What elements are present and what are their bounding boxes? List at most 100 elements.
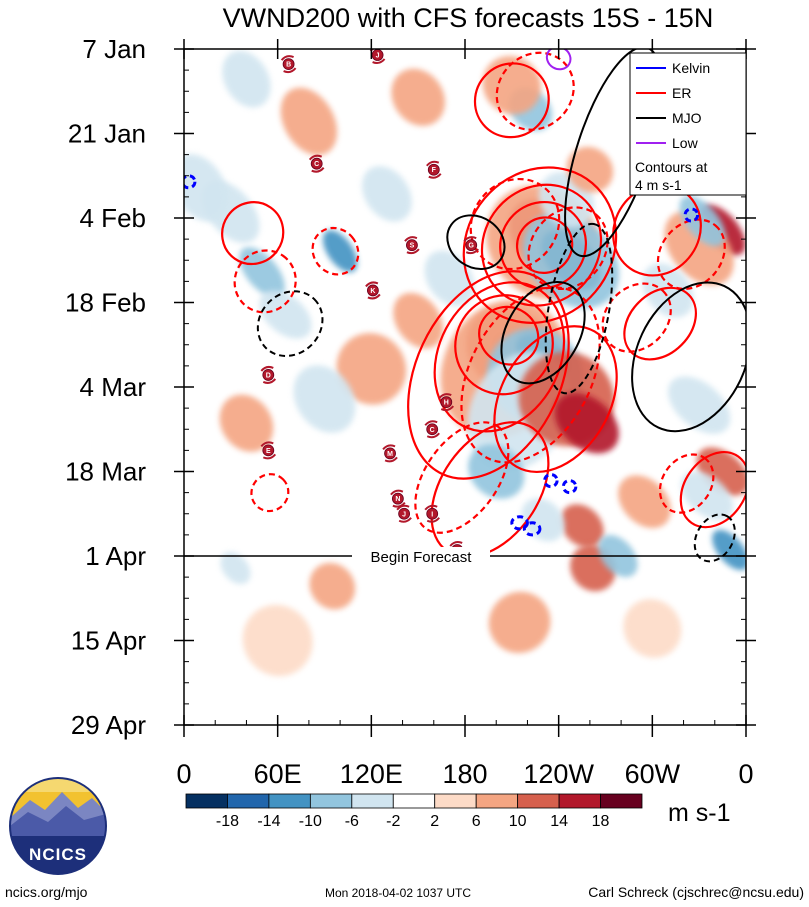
storm-label: I	[431, 511, 433, 518]
er-contour	[221, 201, 285, 266]
legend-note-line2: 4 m s-1	[635, 177, 682, 193]
y-tick-label: 29 Apr	[71, 710, 147, 740]
kelvin-contour	[510, 515, 529, 531]
mjo-contour	[256, 290, 324, 357]
colorbar-swatch	[475, 793, 519, 809]
storm-label: M	[387, 451, 393, 458]
y-tick-label: 4 Feb	[80, 203, 147, 233]
colorbar-label: 6	[472, 813, 481, 830]
x-tick-label: 120W	[523, 759, 594, 789]
anomaly-blob	[418, 609, 481, 672]
er-contour	[623, 286, 698, 361]
storm-dot	[426, 423, 439, 436]
anomaly-blob	[219, 394, 274, 452]
storm-dot	[427, 163, 440, 176]
x-tick-label: 0	[176, 759, 191, 789]
kelvin-contour	[522, 521, 542, 537]
colorbar-swatch	[351, 793, 394, 809]
anomaly-blob	[336, 333, 407, 405]
colorbar-swatch	[517, 793, 560, 809]
storm-dot	[366, 284, 379, 297]
mjo-contour	[693, 513, 736, 563]
colorbar: -18 -14 -10 -6 -2 2 6 10 14 18	[185, 793, 643, 830]
ncics-logo: NCICS	[9, 777, 107, 875]
storm-arm	[390, 489, 404, 496]
anomaly-blob	[521, 498, 565, 542]
storm-dot	[384, 447, 396, 460]
storm-arm	[426, 432, 440, 439]
x-tick-label: 120E	[340, 759, 403, 789]
storm-arm	[396, 504, 410, 511]
storm-label: N	[395, 496, 400, 503]
er-contour	[414, 421, 510, 534]
storm-arm	[424, 420, 438, 426]
anomaly-blob	[488, 591, 551, 654]
storm-dot	[398, 507, 411, 520]
colorbar-label: -6	[345, 813, 359, 830]
storm-marker: E	[260, 441, 277, 460]
storm-marker: H	[438, 393, 455, 412]
legend-label: Low	[672, 135, 699, 151]
anomaly-blob	[618, 475, 671, 529]
forecast-label: Begin Forecast	[371, 549, 473, 566]
storm-dot	[426, 507, 439, 520]
anomaly-blob	[309, 562, 356, 610]
storm-dot	[391, 492, 404, 505]
storm-arm	[260, 441, 274, 448]
er-contour	[250, 473, 290, 513]
storm-label: C	[314, 161, 319, 168]
y-tick-label: 21 Jan	[68, 119, 146, 149]
colorbar-label: -14	[257, 813, 280, 830]
er-contour	[679, 451, 746, 529]
er-contour	[493, 325, 618, 474]
storm-arm	[262, 378, 277, 384]
storm-arm	[428, 173, 442, 179]
storm-arm	[382, 444, 396, 451]
storm-arm	[465, 248, 480, 255]
storm-label: C	[430, 427, 435, 434]
colorbar-label: 10	[509, 813, 527, 830]
storm-arm	[398, 517, 412, 523]
anomaly-blob	[468, 444, 525, 499]
storm-marker: F	[426, 160, 442, 179]
storm-arm	[365, 281, 379, 288]
colorbar-swatch	[185, 793, 228, 809]
storm-arm	[424, 504, 438, 511]
storm-markers: BJCFGSKDHCEMNJII	[260, 49, 480, 559]
storm-arm	[384, 456, 398, 463]
colorbar-swatch	[309, 793, 353, 809]
storm-dot	[262, 369, 275, 381]
axes: 7 Jan 21 Jan 4 Feb 18 Feb 4 Mar 18 Mar 1 Apr 15…	[65, 34, 756, 789]
kelvin-contour	[561, 479, 578, 495]
anomaly-blob	[712, 529, 746, 571]
mjo-contour	[500, 281, 586, 385]
y-tick-label: 18 Mar	[65, 457, 146, 487]
anomaly-blob	[242, 604, 313, 677]
storm-marker: C	[308, 154, 325, 173]
anomaly-blob	[322, 230, 358, 273]
colorbar-swatch	[558, 793, 601, 809]
storm-arm	[262, 453, 277, 460]
anomaly-blob	[259, 290, 312, 339]
mjo-contour	[631, 281, 746, 433]
logo-text: NCICS	[29, 845, 87, 864]
legend-label: MJO	[672, 110, 702, 126]
footer-credit[interactable]: Carl Schreck (cjschrec@ncsu.edu)	[588, 884, 804, 900]
storm-arm	[438, 393, 452, 399]
storm-label: F	[432, 167, 437, 174]
footer-url[interactable]: ncics.org/mjo	[5, 884, 88, 900]
x-tick-label: 60E	[254, 759, 302, 789]
storm-label: J	[402, 511, 406, 518]
storm-arm	[283, 67, 297, 74]
colorbar-label: -10	[299, 813, 322, 830]
er-contour	[656, 218, 726, 290]
x-tick-label: 180	[442, 759, 487, 789]
storm-arm	[426, 160, 440, 167]
storm-dot	[262, 444, 275, 457]
anomaly-blob	[679, 195, 726, 247]
storm-marker: D	[260, 365, 277, 384]
colorbar-swatch	[392, 793, 436, 809]
er-contour	[478, 305, 540, 366]
er-contour	[480, 183, 603, 307]
storm-arm	[406, 248, 420, 255]
